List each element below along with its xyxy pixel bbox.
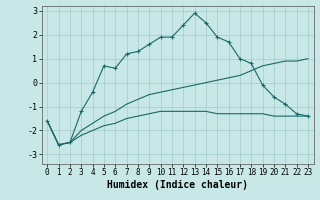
X-axis label: Humidex (Indice chaleur): Humidex (Indice chaleur)	[107, 180, 248, 190]
